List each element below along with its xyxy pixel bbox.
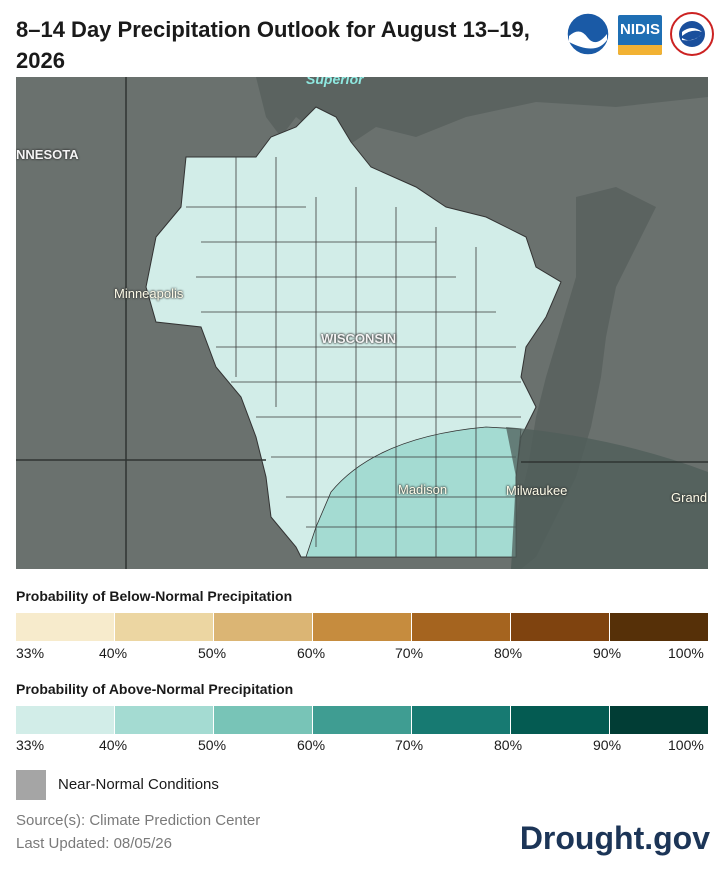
tick-label: 50% — [198, 645, 227, 661]
tick-label: 60% — [297, 737, 326, 753]
partner-logos: NIDIS — [566, 12, 716, 58]
tick-label: 40% — [99, 737, 128, 753]
drought-gov-brand[interactable]: Drought.gov — [519, 820, 710, 856]
legend-above-bar — [16, 706, 708, 734]
near-normal-swatch — [16, 770, 46, 800]
legend-below-swatch — [610, 613, 708, 641]
outlook-map[interactable]: Superior NNESOTA WISCONSIN Minneapolis M… — [16, 77, 708, 569]
legend-above-swatch — [412, 706, 511, 734]
legend-above-title: Probability of Above-Normal Precipitatio… — [16, 681, 294, 697]
tick-label: 33% — [16, 645, 45, 661]
tick-label: 80% — [494, 645, 523, 661]
minnesota-label: NNESOTA — [16, 147, 79, 162]
tick-label: 50% — [198, 737, 227, 753]
legend-below-swatch — [115, 613, 214, 641]
legend-above-swatch — [610, 706, 708, 734]
tick-label: 70% — [395, 645, 424, 661]
legend-above-swatch — [16, 706, 115, 734]
nidis-logo-icon[interactable]: NIDIS — [618, 15, 662, 55]
nidis-logo-text: NIDIS — [619, 21, 660, 38]
legend-above-swatch — [313, 706, 412, 734]
tick-label: 100% — [668, 737, 704, 753]
tick-label: 70% — [395, 737, 424, 753]
tick-label: 100% — [668, 645, 704, 661]
near-normal-label: Near-Normal Conditions — [58, 776, 219, 793]
tick-label: 80% — [494, 737, 523, 753]
noaa-logo-icon[interactable] — [566, 12, 610, 56]
source-text: Source(s): Climate Prediction Center — [16, 812, 261, 829]
page-title: 8–14 Day Precipitation Outlook for Augus… — [16, 17, 530, 73]
legend-below-swatch — [214, 613, 313, 641]
city-madison[interactable]: Madison — [398, 482, 448, 497]
legend-above-swatch — [115, 706, 214, 734]
nws-logo-icon[interactable] — [670, 12, 714, 56]
map-canvas — [16, 77, 708, 569]
legend-below-title: Probability of Below-Normal Precipitatio… — [16, 588, 293, 604]
tick-label: 60% — [297, 645, 326, 661]
wisconsin-label: WISCONSIN — [321, 331, 397, 346]
city-minneapolis[interactable]: Minneapolis — [114, 286, 184, 301]
legend-below-swatch — [16, 613, 115, 641]
legend-below-swatch — [511, 613, 610, 641]
legend-below-bar — [16, 613, 708, 641]
legend-above-swatch — [214, 706, 313, 734]
tick-label: 40% — [99, 645, 128, 661]
lake-superior-label: Superior — [306, 77, 364, 87]
city-milwaukee[interactable]: Milwaukee — [506, 483, 568, 498]
tick-label: 33% — [16, 737, 45, 753]
legend-below-ticks: 33% 40% 50% 60% 70% 80% 90% 100% — [16, 645, 708, 663]
last-updated-text: Last Updated: 08/05/26 — [16, 835, 172, 852]
tick-label: 90% — [593, 737, 622, 753]
legend-below-swatch — [412, 613, 511, 641]
city-grand[interactable]: Grand — [671, 490, 708, 505]
legend-above-swatch — [511, 706, 610, 734]
legend-above-ticks: 33% 40% 50% 60% 70% 80% 90% 100% — [16, 737, 708, 755]
tick-label: 90% — [593, 645, 622, 661]
legend-below-swatch — [313, 613, 412, 641]
